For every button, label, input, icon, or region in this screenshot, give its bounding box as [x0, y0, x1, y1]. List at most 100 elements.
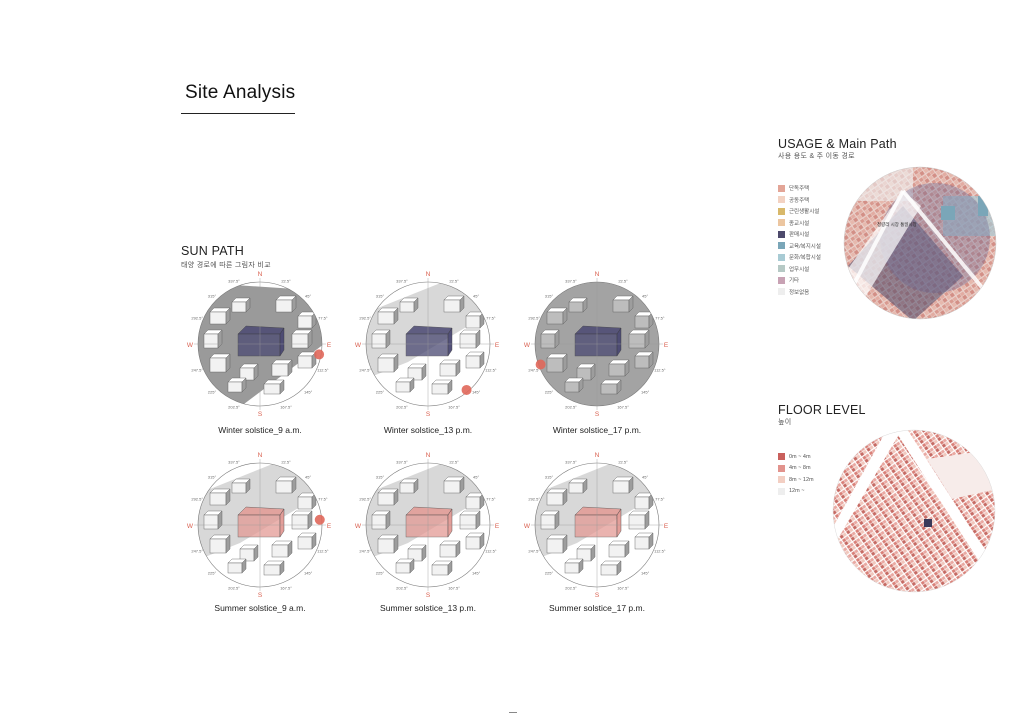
compass-angle-label: 45°	[642, 293, 648, 298]
usage-legend-item: 종교시설	[778, 219, 809, 227]
usage-legend-swatch	[778, 207, 785, 215]
building-side	[648, 351, 654, 369]
caption-winter-13pm: Winter solstice_13 p.m.	[383, 425, 473, 435]
building-face	[395, 562, 411, 574]
usage-legend-label: 단독주택	[789, 186, 810, 192]
floor-legend-label: 4m ~ 8m	[789, 465, 811, 471]
building-face	[297, 536, 313, 550]
building-side	[291, 476, 297, 494]
compass-angle-label: 167.5°	[280, 404, 292, 409]
usage-legend-label: 문화/복합시설	[789, 255, 821, 261]
building-face	[297, 355, 313, 369]
compass-angle-label: 225°	[376, 390, 385, 395]
sun-dial-svg: N S E W 337.5° 22.5° 315° 45° 292.5° 77.5° 247.5° 1…	[187, 271, 332, 418]
building-side	[291, 295, 297, 313]
sun-marker	[314, 349, 325, 360]
building-side	[624, 359, 630, 377]
compass-angle-label: 202.5°	[565, 404, 577, 409]
building-side	[413, 297, 419, 313]
building-side	[241, 558, 247, 574]
compass-angle-label: 337.5°	[565, 460, 577, 465]
usage-legend-swatch	[778, 230, 785, 238]
building-face	[209, 538, 227, 554]
sun-path-subtitle: 태양 경로에 따른 그림자 비교	[181, 262, 271, 269]
building-side	[311, 532, 317, 550]
site-mass-front	[574, 514, 618, 538]
building-face	[377, 311, 395, 325]
building-face	[546, 492, 564, 506]
building-face	[608, 363, 626, 377]
building-face	[568, 301, 584, 313]
usage-legend-label: 교육/복지시설	[789, 243, 821, 250]
building-face	[209, 357, 227, 373]
usage-map-label: 청량리 시장 통일시장	[877, 221, 917, 228]
sun-marker	[535, 359, 546, 370]
compass-angle-label: 112.5°	[654, 368, 666, 373]
compass-label-w: W	[187, 523, 194, 530]
building-side	[590, 544, 596, 562]
usage-title: USAGE & Main Path	[778, 137, 897, 151]
usage-legend-item: 판매시설	[778, 230, 809, 238]
compass-angle-label: 315°	[376, 474, 385, 479]
compass-angle-label: 145°	[304, 571, 313, 576]
usage-legend-swatch	[778, 265, 785, 272]
title-underline	[181, 113, 295, 114]
usage-legend-item: 근린생활시설	[778, 207, 819, 215]
usage-legend-label: 업무시설	[789, 266, 810, 273]
building-side	[455, 540, 461, 558]
page-number-mark	[509, 712, 517, 713]
compass-label-n: N	[426, 452, 431, 459]
compass-angle-label: 22.5°	[449, 460, 459, 465]
building-side	[582, 478, 588, 494]
compass-angle-label: 112.5°	[654, 549, 666, 554]
compass-angle-label: 167.5°	[617, 404, 629, 409]
usage-legend-label: 정보없음	[789, 289, 810, 296]
building-face	[227, 562, 243, 574]
building-face	[231, 301, 247, 313]
building-side	[393, 534, 399, 554]
sun-dial-summer-9am: N S E W 337.5° 22.5° 315° 45° 292.5° 77.5° 247.5° 1…	[180, 452, 340, 603]
compass-label-e: E	[495, 523, 500, 530]
site-mass-side	[616, 508, 622, 538]
sun-marker	[314, 514, 325, 525]
compass-angle-label: 112.5°	[485, 368, 497, 373]
building-side	[479, 532, 485, 550]
compass-angle-label: 145°	[304, 390, 313, 395]
site-mass-front	[237, 333, 281, 357]
compass-angle-label: 292.5°	[191, 315, 203, 320]
building-side	[616, 379, 622, 395]
site-mass-side	[447, 508, 453, 538]
compass-angle-label: 225°	[545, 390, 554, 395]
compass-label-s: S	[595, 592, 600, 599]
building-face	[377, 492, 395, 506]
building-side	[562, 488, 568, 506]
sun-dial-svg: N S E W 337.5° 22.5° 315° 45° 292.5° 77.5° 247.5° 1…	[524, 271, 669, 418]
building-face	[395, 381, 411, 393]
building-side	[421, 544, 427, 562]
compass-angle-label: 315°	[545, 474, 554, 479]
site-mass-side	[447, 327, 453, 357]
building-face	[465, 536, 481, 550]
compass-angle-label: 145°	[641, 390, 650, 395]
building-face	[459, 333, 477, 349]
building-face	[465, 496, 481, 510]
compass-angle-label: 337.5°	[396, 279, 408, 284]
building-face	[634, 496, 650, 510]
building-side	[459, 295, 465, 313]
building-side	[447, 560, 453, 576]
building-face	[263, 383, 281, 395]
building-side	[628, 476, 634, 494]
caption-winter-17pm: Winter solstice_17 p.m.	[552, 425, 642, 435]
building-face	[431, 383, 449, 395]
compass-angle-label: 22.5°	[618, 279, 628, 284]
compass-label-n: N	[595, 452, 600, 459]
usage-legend-item: 단독주택	[778, 184, 809, 192]
building-face	[399, 482, 415, 494]
building-face	[439, 363, 457, 377]
sun-dial-svg: N S E W 337.5° 22.5° 315° 45° 292.5° 77.5° 247.5° 1…	[355, 271, 500, 418]
compass-angle-label: 292.5°	[528, 496, 540, 501]
floor-legend-item: 4m ~ 8m	[778, 464, 811, 472]
building-face	[227, 381, 243, 393]
sun-dial-winter-13pm: N S E W 337.5° 22.5° 315° 45° 292.5° 77.5° 247.5° 1…	[348, 271, 508, 422]
compass-label-s: S	[426, 592, 431, 599]
